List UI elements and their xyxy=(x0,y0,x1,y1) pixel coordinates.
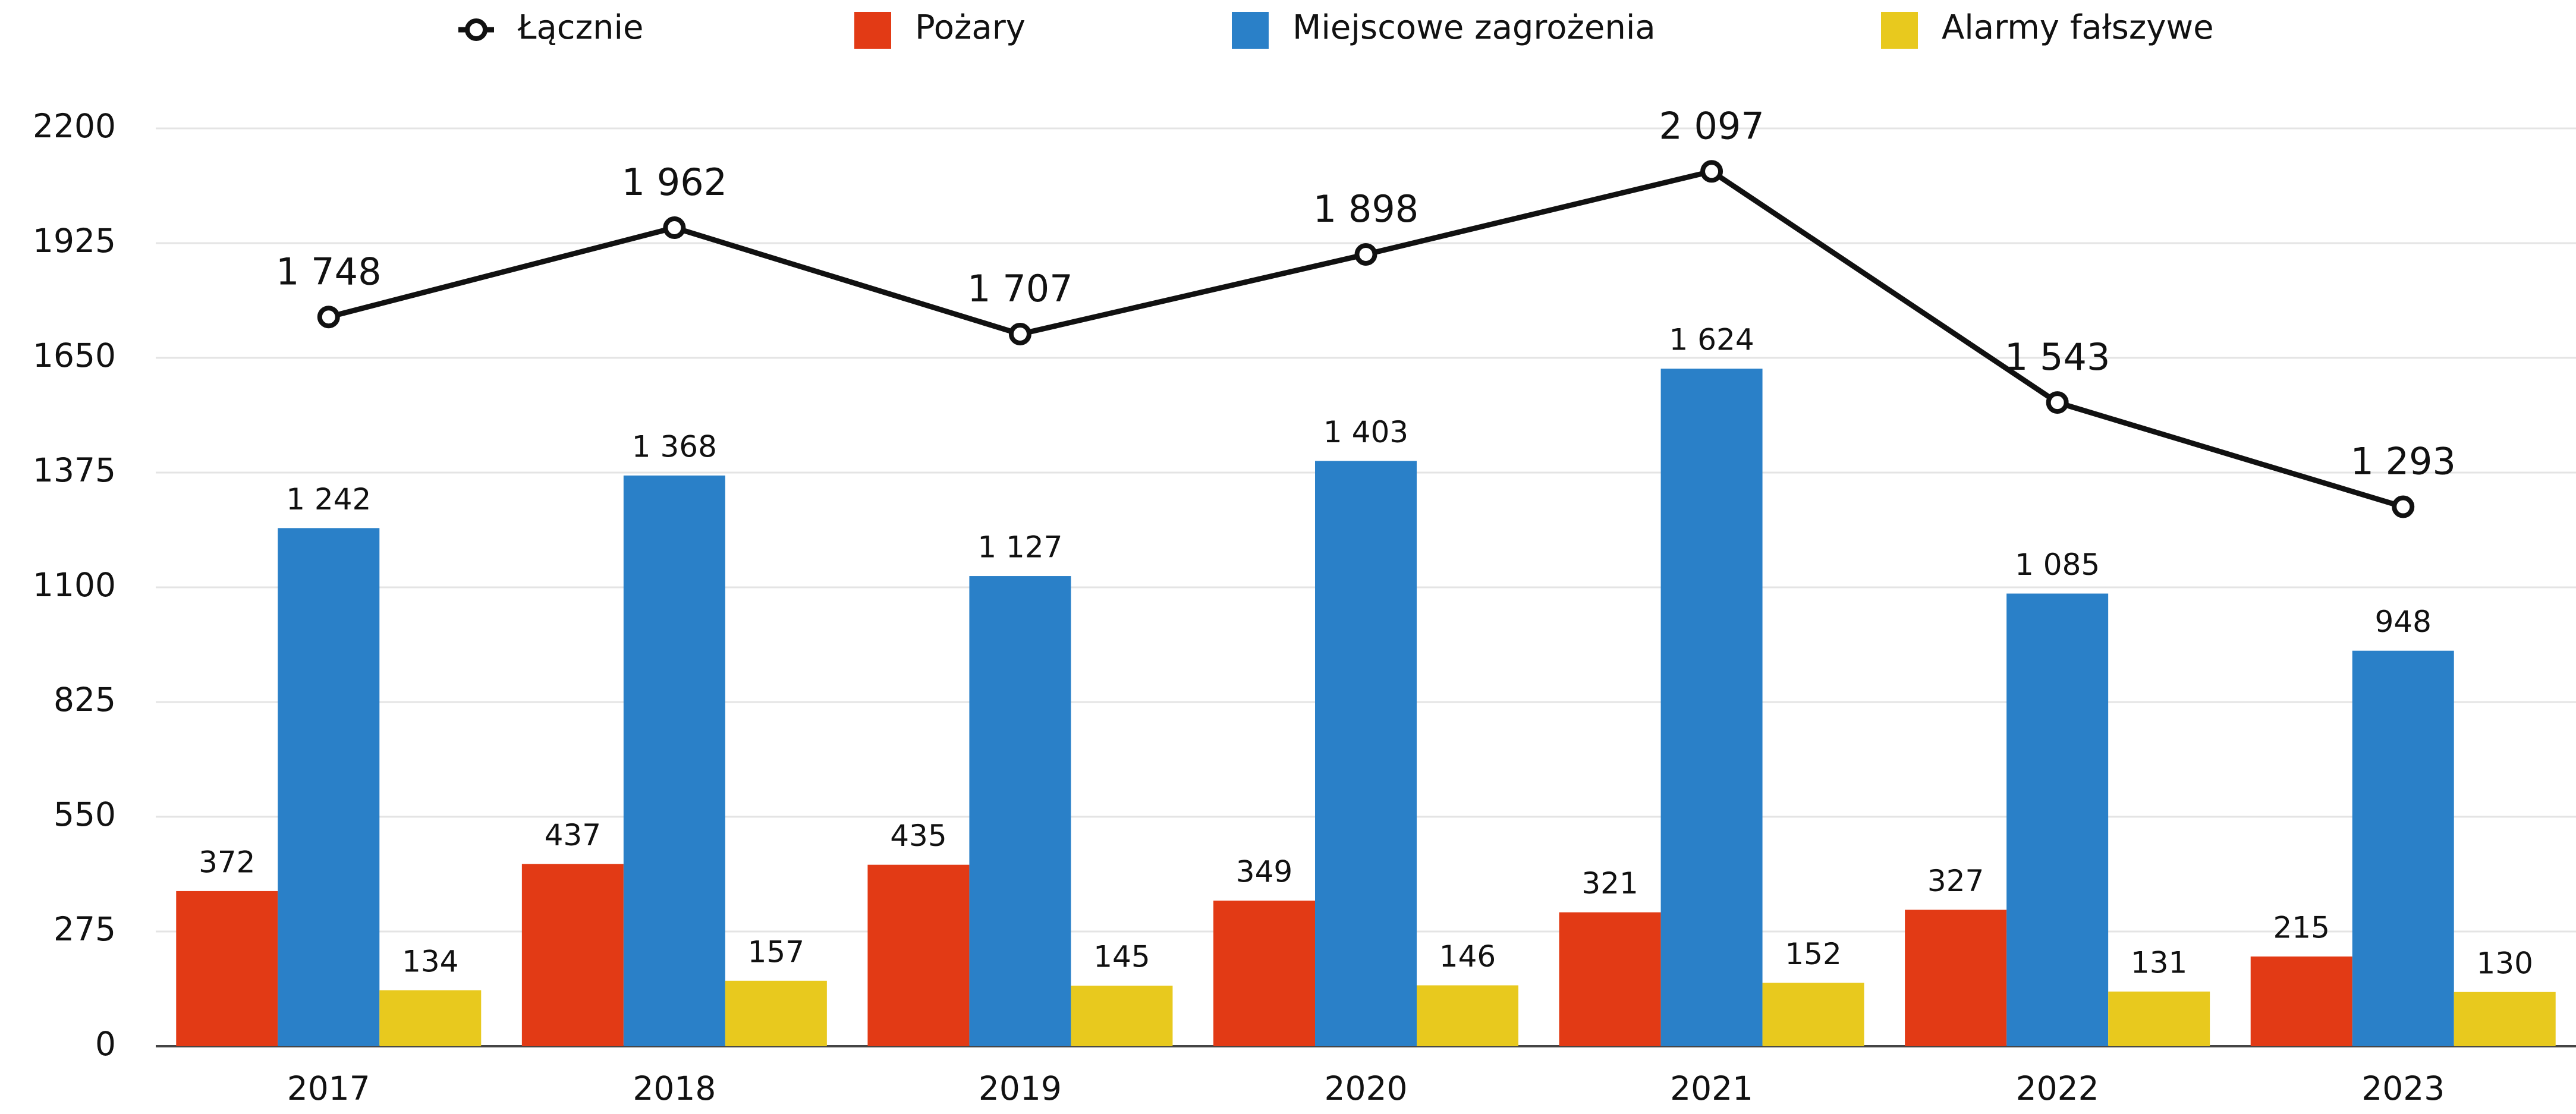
x-tick-label: 2020 xyxy=(1325,1069,1408,1107)
bar-value-label: 1 403 xyxy=(1323,415,1408,449)
bar xyxy=(2006,593,2109,1046)
bar xyxy=(2108,992,2210,1046)
bar-value-label: 327 xyxy=(1927,864,1984,898)
bar xyxy=(176,890,278,1046)
legend-label: Pożary xyxy=(915,8,1026,47)
bar-value-label: 321 xyxy=(1581,866,1638,901)
bar xyxy=(1559,912,1661,1046)
line-marker xyxy=(663,216,686,240)
y-tick-label: 2200 xyxy=(33,107,116,145)
y-tick-label: 1650 xyxy=(33,336,116,375)
bar-value-label: 152 xyxy=(1785,937,1841,971)
line-marker xyxy=(1354,243,1377,266)
bar xyxy=(725,980,827,1046)
bar xyxy=(1905,910,2007,1046)
line-marker xyxy=(2046,391,2069,414)
y-tick-label: 1100 xyxy=(33,566,116,604)
x-tick-label: 2019 xyxy=(979,1069,1062,1107)
bar xyxy=(2454,992,2556,1046)
bar-value-label: 1 624 xyxy=(1669,323,1754,357)
bar-value-label: 1 085 xyxy=(2015,547,2100,582)
legend-label: Łącznie xyxy=(517,8,643,47)
bar xyxy=(1071,986,1173,1046)
line-value-label: 1 707 xyxy=(967,267,1073,310)
bar xyxy=(2352,650,2454,1046)
legend-swatch xyxy=(1881,12,1918,49)
bar-value-label: 372 xyxy=(199,845,255,879)
y-tick-label: 0 xyxy=(95,1025,116,1063)
line-value-label: 1 962 xyxy=(622,161,728,204)
bar xyxy=(867,864,970,1046)
x-tick-label: 2018 xyxy=(633,1069,716,1107)
legend-swatch xyxy=(854,12,891,49)
bar xyxy=(1315,461,1417,1046)
bar xyxy=(379,990,482,1046)
bar-value-label: 1 242 xyxy=(286,482,371,517)
bar-value-label: 948 xyxy=(2374,605,2431,639)
legend-swatch xyxy=(1232,12,1269,49)
line-value-label: 1 543 xyxy=(2005,335,2111,379)
x-tick-label: 2023 xyxy=(2361,1069,2445,1107)
bar xyxy=(623,475,725,1046)
legend-label: Alarmy fałszywe xyxy=(1942,8,2214,47)
bar-value-label: 437 xyxy=(545,818,601,852)
bar xyxy=(2250,956,2352,1046)
bar xyxy=(969,576,1071,1046)
legend-marker xyxy=(465,18,487,41)
bar-value-label: 157 xyxy=(748,934,804,969)
y-tick-label: 1925 xyxy=(33,222,116,260)
bar xyxy=(1762,983,1864,1046)
line-value-label: 2 097 xyxy=(1659,104,1764,147)
bar-value-label: 145 xyxy=(1093,940,1150,974)
bar xyxy=(521,864,624,1046)
bar xyxy=(278,528,380,1046)
line-marker xyxy=(1008,322,1031,345)
bar xyxy=(1213,901,1315,1046)
bar-value-label: 146 xyxy=(1439,939,1496,974)
y-tick-label: 550 xyxy=(54,795,116,833)
y-tick-label: 1375 xyxy=(33,451,116,489)
bar-value-label: 131 xyxy=(2131,946,2187,980)
bar xyxy=(1417,985,1518,1046)
line-value-label: 1 748 xyxy=(276,250,382,293)
x-tick-label: 2017 xyxy=(287,1069,370,1107)
bar-value-label: 1 368 xyxy=(632,429,717,464)
bar-value-label: 215 xyxy=(2273,911,2329,945)
x-tick-label: 2021 xyxy=(1670,1069,1753,1107)
y-tick-label: 825 xyxy=(54,681,116,719)
x-tick-label: 2022 xyxy=(2016,1069,2099,1107)
line-value-label: 1 293 xyxy=(2350,440,2456,483)
bar-value-label: 349 xyxy=(1236,855,1292,889)
line-value-label: 1 898 xyxy=(1313,187,1419,231)
y-tick-label: 275 xyxy=(54,910,116,948)
bar-value-label: 130 xyxy=(2476,946,2533,980)
legend-label: Miejscowe zagrożenia xyxy=(1292,8,1656,47)
bar-value-label: 435 xyxy=(890,819,946,853)
line-marker xyxy=(1700,160,1723,183)
line-marker xyxy=(317,306,340,329)
line-marker xyxy=(2392,495,2415,518)
bar-value-label: 1 127 xyxy=(977,530,1062,565)
bar xyxy=(1660,369,1763,1046)
bar-value-label: 134 xyxy=(402,944,458,978)
